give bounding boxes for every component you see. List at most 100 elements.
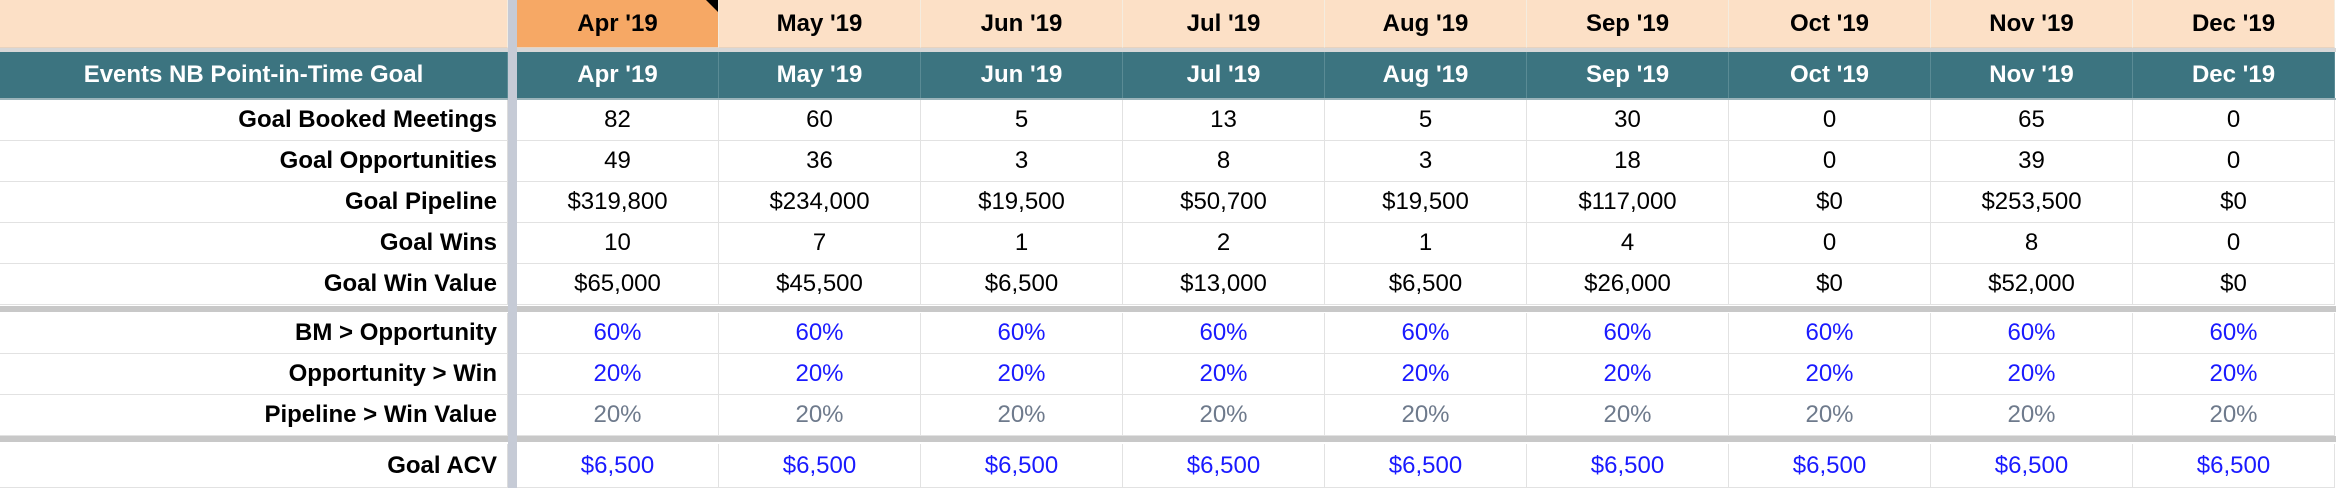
rate-cell[interactable]: 20% (1325, 395, 1527, 436)
rate-cell[interactable]: 20% (1931, 395, 2133, 436)
table-cell[interactable]: 8 (1931, 223, 2133, 264)
rate-cell[interactable]: 60% (1527, 313, 1729, 354)
table-cell[interactable]: 7 (719, 223, 921, 264)
title-month-cell[interactable]: Jun '19 (921, 52, 1123, 98)
title-month-cell[interactable]: Oct '19 (1729, 52, 1931, 98)
month-header-cell[interactable]: Nov '19 (1931, 0, 2133, 48)
table-cell[interactable]: $19,500 (921, 182, 1123, 223)
rate-cell[interactable]: 60% (1931, 313, 2133, 354)
row-label[interactable]: Goal Opportunities (0, 141, 508, 182)
row-label[interactable]: Goal Wins (0, 223, 508, 264)
table-cell[interactable]: 5 (1325, 100, 1527, 141)
table-cell[interactable]: $45,500 (719, 264, 921, 305)
table-cell[interactable]: 30 (1527, 100, 1729, 141)
table-cell[interactable]: $319,800 (517, 182, 719, 223)
table-cell[interactable]: $26,000 (1527, 264, 1729, 305)
table-cell[interactable]: $253,500 (1931, 182, 2133, 223)
table-cell[interactable]: 82 (517, 100, 719, 141)
acv-cell[interactable]: $6,500 (517, 444, 719, 488)
month-header-cell[interactable]: Oct '19 (1729, 0, 1931, 48)
month-header-cell[interactable]: May '19 (719, 0, 921, 48)
month-header-cell[interactable]: Apr '19 (517, 0, 719, 48)
rate-cell[interactable]: 60% (921, 313, 1123, 354)
month-header-cell[interactable]: Jun '19 (921, 0, 1123, 48)
rate-cell[interactable]: 20% (921, 354, 1123, 395)
table-cell[interactable]: 5 (921, 100, 1123, 141)
rate-cell[interactable]: 60% (1123, 313, 1325, 354)
table-cell[interactable]: 18 (1527, 141, 1729, 182)
acv-cell[interactable]: $6,500 (2133, 444, 2335, 488)
table-cell[interactable]: 0 (1729, 223, 1931, 264)
rate-cell[interactable]: 60% (1729, 313, 1931, 354)
table-cell[interactable]: $0 (1729, 264, 1931, 305)
table-cell[interactable]: 0 (1729, 100, 1931, 141)
table-cell[interactable]: 1 (921, 223, 1123, 264)
rate-cell[interactable]: 20% (719, 395, 921, 436)
table-cell[interactable]: $6,500 (1325, 264, 1527, 305)
rate-cell[interactable]: 20% (1123, 395, 1325, 436)
table-cell[interactable]: 0 (1729, 141, 1931, 182)
rate-cell[interactable]: 60% (719, 313, 921, 354)
row-label[interactable]: Goal Pipeline (0, 182, 508, 223)
acv-cell[interactable]: $6,500 (1123, 444, 1325, 488)
header-blank-cell[interactable] (0, 0, 508, 48)
rate-cell[interactable]: 60% (2133, 313, 2335, 354)
table-cell[interactable]: $117,000 (1527, 182, 1729, 223)
table-cell[interactable]: $52,000 (1931, 264, 2133, 305)
table-cell[interactable]: $0 (1729, 182, 1931, 223)
table-cell[interactable]: $19,500 (1325, 182, 1527, 223)
table-cell[interactable]: 65 (1931, 100, 2133, 141)
row-label[interactable]: Pipeline > Win Value (0, 395, 508, 436)
rate-cell[interactable]: 20% (1527, 354, 1729, 395)
table-cell[interactable]: 13 (1123, 100, 1325, 141)
rate-cell[interactable]: 20% (1729, 354, 1931, 395)
title-month-cell[interactable]: Apr '19 (517, 52, 719, 98)
section-title-cell[interactable]: Events NB Point-in-Time Goal (0, 52, 508, 98)
rate-cell[interactable]: 20% (517, 354, 719, 395)
table-cell[interactable]: $0 (2133, 182, 2335, 223)
rate-cell[interactable]: 20% (1729, 395, 1931, 436)
frozen-column-divider[interactable] (508, 0, 517, 488)
table-cell[interactable]: 8 (1123, 141, 1325, 182)
table-cell[interactable]: $234,000 (719, 182, 921, 223)
rate-cell[interactable]: 20% (1527, 395, 1729, 436)
rate-cell[interactable]: 20% (719, 354, 921, 395)
row-label[interactable]: Goal Win Value (0, 264, 508, 305)
rate-cell[interactable]: 60% (1325, 313, 1527, 354)
table-cell[interactable]: $65,000 (517, 264, 719, 305)
row-label[interactable]: Goal ACV (0, 444, 508, 488)
table-cell[interactable]: 3 (1325, 141, 1527, 182)
acv-cell[interactable]: $6,500 (1931, 444, 2133, 488)
rate-cell[interactable]: 20% (1123, 354, 1325, 395)
table-cell[interactable]: 39 (1931, 141, 2133, 182)
month-header-cell[interactable]: Jul '19 (1123, 0, 1325, 48)
title-month-cell[interactable]: Sep '19 (1527, 52, 1729, 98)
table-cell[interactable]: $13,000 (1123, 264, 1325, 305)
title-month-cell[interactable]: Aug '19 (1325, 52, 1527, 98)
acv-cell[interactable]: $6,500 (1729, 444, 1931, 488)
acv-cell[interactable]: $6,500 (1325, 444, 1527, 488)
rate-cell[interactable]: 20% (517, 395, 719, 436)
table-cell[interactable]: 0 (2133, 141, 2335, 182)
title-month-cell[interactable]: May '19 (719, 52, 921, 98)
month-header-cell[interactable]: Aug '19 (1325, 0, 1527, 48)
title-month-cell[interactable]: Jul '19 (1123, 52, 1325, 98)
month-header-cell[interactable]: Sep '19 (1527, 0, 1729, 48)
title-month-cell[interactable]: Nov '19 (1931, 52, 2133, 98)
month-header-cell[interactable]: Dec '19 (2133, 0, 2335, 48)
table-cell[interactable]: 49 (517, 141, 719, 182)
table-cell[interactable]: 10 (517, 223, 719, 264)
table-cell[interactable]: 60 (719, 100, 921, 141)
rate-cell[interactable]: 20% (2133, 395, 2335, 436)
table-cell[interactable]: $6,500 (921, 264, 1123, 305)
table-cell[interactable]: $50,700 (1123, 182, 1325, 223)
table-cell[interactable]: $0 (2133, 264, 2335, 305)
row-label[interactable]: Opportunity > Win (0, 354, 508, 395)
rate-cell[interactable]: 20% (2133, 354, 2335, 395)
row-label[interactable]: BM > Opportunity (0, 313, 508, 354)
rate-cell[interactable]: 20% (921, 395, 1123, 436)
table-cell[interactable]: 4 (1527, 223, 1729, 264)
table-cell[interactable]: 2 (1123, 223, 1325, 264)
rate-cell[interactable]: 60% (517, 313, 719, 354)
title-month-cell[interactable]: Dec '19 (2133, 52, 2335, 98)
